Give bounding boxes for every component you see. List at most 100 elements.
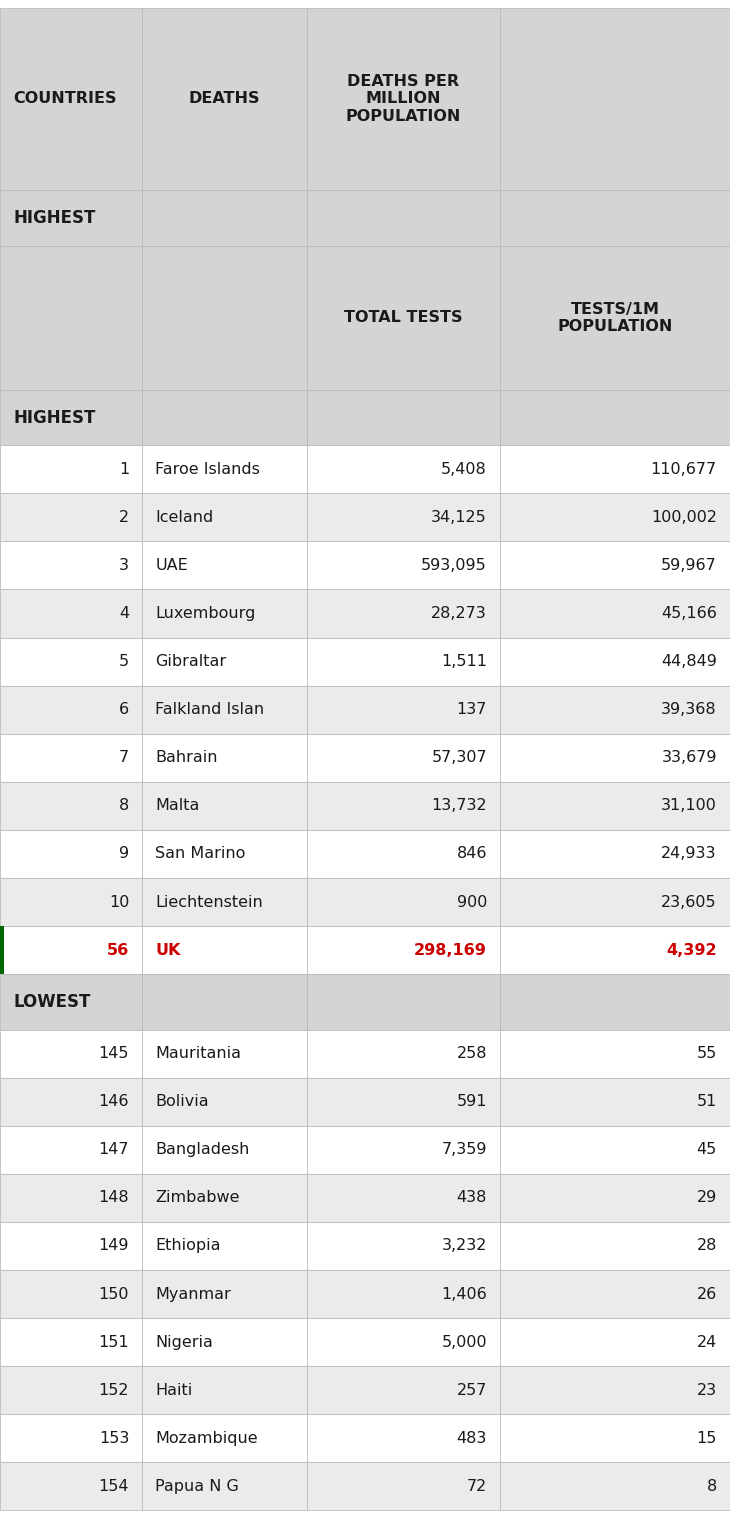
Bar — [0, 782, 142, 830]
Bar — [307, 782, 500, 830]
Bar — [0, 638, 142, 686]
Bar — [0, 926, 142, 975]
Bar — [307, 975, 500, 1029]
Text: 9: 9 — [119, 847, 129, 862]
Text: 56: 56 — [107, 943, 129, 958]
Text: 145: 145 — [99, 1046, 129, 1061]
Bar — [142, 589, 307, 638]
Bar — [0, 1271, 142, 1318]
Text: Bahrain: Bahrain — [155, 750, 218, 765]
Text: 1,406: 1,406 — [441, 1286, 487, 1301]
Bar — [500, 638, 730, 686]
Bar — [142, 445, 307, 493]
Bar — [500, 8, 730, 190]
Text: 5,408: 5,408 — [441, 461, 487, 477]
Bar — [500, 246, 730, 390]
Text: 72: 72 — [466, 1479, 487, 1494]
Bar — [307, 1462, 500, 1510]
Bar — [0, 926, 4, 975]
Text: 44,849: 44,849 — [661, 654, 717, 669]
Text: Haiti: Haiti — [155, 1383, 193, 1398]
Text: Falkland Islan: Falkland Islan — [155, 703, 264, 716]
Text: 24: 24 — [696, 1334, 717, 1350]
Text: HIGHEST: HIGHEST — [13, 209, 96, 228]
Bar — [500, 1078, 730, 1126]
Text: 28: 28 — [696, 1239, 717, 1254]
Bar — [500, 493, 730, 542]
Text: 8: 8 — [119, 798, 129, 814]
Bar — [307, 1222, 500, 1271]
Text: 110,677: 110,677 — [650, 461, 717, 477]
Bar — [0, 686, 142, 733]
Text: 1,511: 1,511 — [441, 654, 487, 669]
Bar — [500, 975, 730, 1029]
Bar — [142, 830, 307, 877]
Text: 258: 258 — [456, 1046, 487, 1061]
Bar — [0, 1462, 142, 1510]
Text: HIGHEST: HIGHEST — [13, 408, 96, 427]
Text: Faroe Islands: Faroe Islands — [155, 461, 261, 477]
Text: 1: 1 — [119, 461, 129, 477]
Bar — [142, 686, 307, 733]
Bar — [307, 1078, 500, 1126]
Text: 149: 149 — [99, 1239, 129, 1254]
Bar — [307, 542, 500, 589]
Bar — [142, 390, 307, 445]
Bar — [500, 1415, 730, 1462]
Bar — [142, 975, 307, 1029]
Bar — [307, 1366, 500, 1415]
Text: 26: 26 — [696, 1286, 717, 1301]
Text: 151: 151 — [99, 1334, 129, 1350]
Bar — [500, 589, 730, 638]
Bar — [142, 1173, 307, 1222]
Bar — [307, 390, 500, 445]
Text: 24,933: 24,933 — [661, 847, 717, 862]
Text: 483: 483 — [456, 1431, 487, 1445]
Text: 57,307: 57,307 — [431, 750, 487, 765]
Text: 55: 55 — [696, 1046, 717, 1061]
Text: LOWEST: LOWEST — [13, 993, 91, 1011]
Bar — [307, 877, 500, 926]
Text: Malta: Malta — [155, 798, 200, 814]
Text: 900: 900 — [456, 894, 487, 909]
Bar — [0, 1415, 142, 1462]
Bar — [307, 246, 500, 390]
Bar — [307, 589, 500, 638]
Text: 152: 152 — [99, 1383, 129, 1398]
Text: Zimbabwe: Zimbabwe — [155, 1190, 240, 1205]
Bar — [500, 190, 730, 246]
Text: 100,002: 100,002 — [651, 510, 717, 525]
Bar — [142, 877, 307, 926]
Bar — [500, 1222, 730, 1271]
Text: 146: 146 — [99, 1094, 129, 1110]
Text: 45,166: 45,166 — [661, 606, 717, 621]
Text: 4: 4 — [119, 606, 129, 621]
Bar — [500, 1126, 730, 1173]
Text: 4,392: 4,392 — [666, 943, 717, 958]
Bar — [142, 190, 307, 246]
Bar — [0, 445, 142, 493]
Text: Luxembourg: Luxembourg — [155, 606, 256, 621]
Text: 51: 51 — [696, 1094, 717, 1110]
Bar — [0, 733, 142, 782]
Bar — [0, 390, 142, 445]
Text: 6: 6 — [119, 703, 129, 716]
Bar — [500, 390, 730, 445]
Text: 153: 153 — [99, 1431, 129, 1445]
Bar — [307, 926, 500, 975]
Bar — [142, 1029, 307, 1078]
Bar — [0, 1126, 142, 1173]
Text: TOTAL TESTS: TOTAL TESTS — [344, 310, 463, 325]
Bar — [307, 1318, 500, 1366]
Bar — [0, 589, 142, 638]
Bar — [0, 830, 142, 877]
Bar — [142, 926, 307, 975]
Text: 846: 846 — [456, 847, 487, 862]
Bar — [307, 493, 500, 542]
Text: Liechtenstein: Liechtenstein — [155, 894, 264, 909]
Text: DEATHS: DEATHS — [189, 91, 260, 106]
Bar — [0, 542, 142, 589]
Bar — [0, 1318, 142, 1366]
Text: 257: 257 — [456, 1383, 487, 1398]
Bar — [307, 190, 500, 246]
